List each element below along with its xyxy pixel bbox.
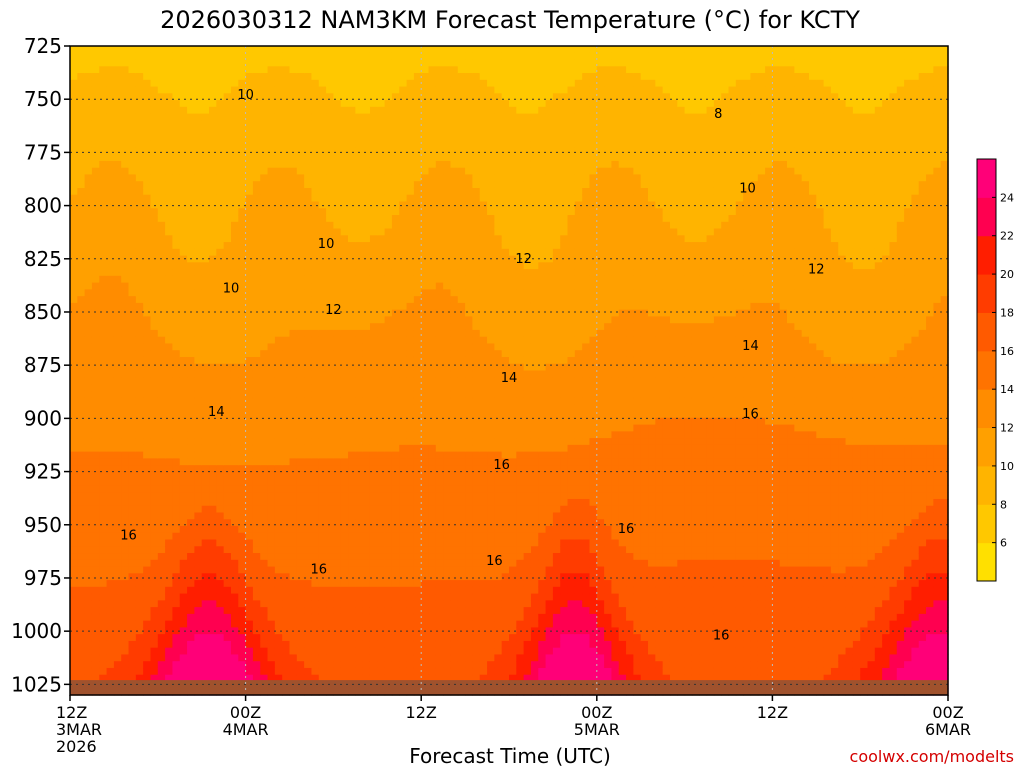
colorbar-swatch [977,274,996,313]
colorbar-swatch [977,465,996,505]
contour-label: 16 [742,407,759,422]
x-tick-label: 2026 [56,737,97,756]
contour-label: 12 [515,252,532,267]
contour-label: 16 [493,458,510,473]
y-tick-label: 725 [24,34,62,58]
x-tick-label: 6MAR [925,720,971,739]
plot-frame [69,45,949,696]
chart-title: 2026030312 NAM3KM Forecast Temperature (… [160,6,860,34]
contour-label: 10 [318,237,335,252]
y-tick-label: 1000 [11,619,62,643]
x-tick-label: 3MAR [56,720,102,739]
contour-label: 14 [208,405,225,420]
credit-text: coolwx.com/modelts [850,747,1014,766]
y-axis: 725 750 775 800 825 850 875 900 925 950 975 1000 102… [11,34,70,696]
y-tick-label: 750 [24,87,62,111]
contour-label: 16 [713,628,730,643]
colorbar-swatch [977,542,996,582]
x-tick-label: 12Z [757,703,788,722]
contour-label: 10 [223,282,240,297]
colorbar-swatch [977,197,996,237]
colorbar-swatch [977,504,996,544]
x-tick-label: 4MAR [223,720,269,739]
contour-label: 8 [714,107,722,122]
colorbar-swatch [977,427,996,467]
colorbar-swatch [977,312,996,352]
colorbar-label: 16 [1000,345,1014,358]
colorbar-label: 8 [1000,498,1007,511]
colorbar-label: 10 [1000,460,1014,473]
contour-label: 16 [310,562,327,577]
colorbar-swatch [977,350,996,390]
contour-label: 16 [120,528,137,543]
y-tick-label: 800 [24,194,62,218]
x-axis-label: Forecast Time (UTC) [409,744,611,768]
y-tick-label: 875 [24,353,62,377]
colorbar-label: 6 [1000,537,1007,550]
contour-label: 10 [739,182,756,197]
colorbar-label: 14 [1000,383,1014,396]
x-tick-label: 12Z [56,703,87,722]
contour-label: 14 [501,371,518,386]
colorbar-label: 22 [1000,230,1014,243]
contour-label: 14 [742,339,759,354]
contour-labels: 10 10 10 10 8 12 12 12 14 14 14 16 16 16 16 16 16 16 [120,88,824,643]
contour-label: 16 [618,522,635,537]
contour-label: 16 [486,554,503,569]
contour-label: 12 [325,303,342,318]
y-tick-label: 975 [24,566,62,590]
colorbar-frame [976,158,997,582]
y-tick-label: 900 [24,406,62,430]
x-tick-label: 00Z [581,703,612,722]
terrain-band [70,680,948,695]
y-tick-label: 850 [24,300,62,324]
x-tick-label: 5MAR [574,720,620,739]
contour-label: 12 [808,262,825,277]
x-tick-label: 00Z [230,703,261,722]
x-tick-label: 12Z [406,703,437,722]
x-tick-label: 00Z [932,703,963,722]
temperature-field [70,46,949,696]
colorbar-label: 20 [1000,268,1014,281]
colorbar-swatch [977,389,996,429]
colorbar-swatch [977,235,996,275]
colorbar-label: 18 [1000,306,1014,319]
colorbar-label: 24 [1000,191,1014,204]
contour-label: 10 [237,88,254,103]
y-tick-label: 825 [24,247,62,271]
colorbar: 6 8 10 12 14 16 18 20 22 24 [976,158,1014,582]
y-tick-label: 925 [24,460,62,484]
colorbar-label: 12 [1000,422,1014,435]
y-tick-label: 1025 [11,672,62,696]
colorbar-swatch [977,159,996,198]
y-tick-label: 950 [24,513,62,537]
y-tick-label: 775 [24,140,62,164]
